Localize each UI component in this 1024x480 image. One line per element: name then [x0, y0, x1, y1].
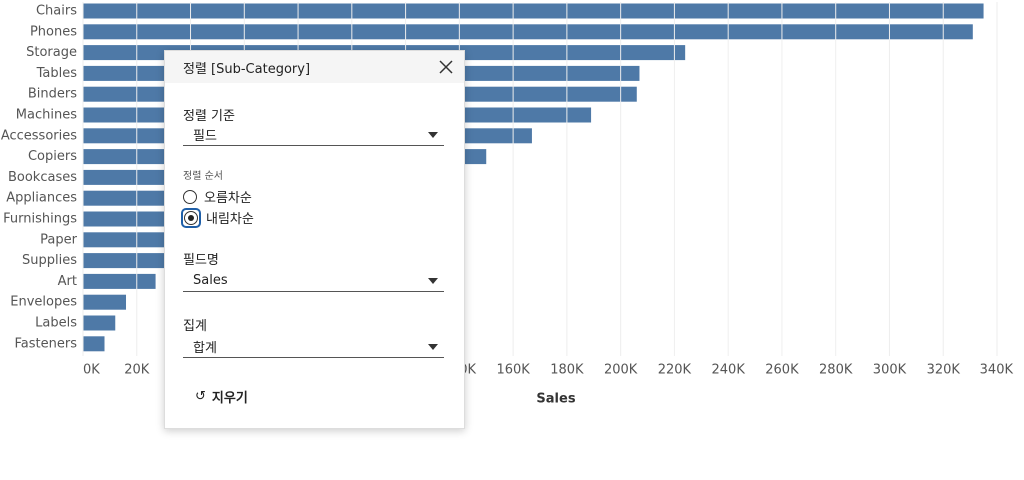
- bar: [83, 3, 984, 19]
- y-tick-label: Envelopes: [10, 295, 77, 310]
- x-tick-label: 300K: [873, 363, 907, 378]
- dialog-title: 정렬 [Sub-Category]: [183, 61, 311, 77]
- y-tick-label: Furnishings: [3, 212, 77, 227]
- y-tick-label: Fasteners: [15, 336, 78, 351]
- y-tick-label: Bookcases: [8, 170, 77, 185]
- clear-label: 지우기: [211, 391, 248, 406]
- x-tick-label: 320K: [927, 363, 961, 378]
- close-button[interactable]: [436, 57, 456, 77]
- x-tick-label: 240K: [712, 363, 746, 378]
- y-tick-label: Art: [58, 274, 77, 289]
- dialog-header: 정렬 [Sub-Category]: [165, 51, 464, 83]
- x-tick-label: 180K: [550, 363, 584, 378]
- y-tick-label: Labels: [35, 316, 77, 331]
- y-tick-label: Storage: [26, 45, 77, 60]
- bar: [83, 273, 156, 289]
- x-tick-label: 260K: [765, 363, 799, 378]
- order-label: 정렬 순서: [183, 171, 223, 182]
- bar: [83, 294, 127, 310]
- bar: [83, 336, 105, 352]
- radio-label: 내림차순: [206, 212, 254, 227]
- bar: [83, 315, 116, 331]
- agg-label: 집계: [183, 319, 207, 334]
- field-dropdown[interactable]: Sales: [183, 270, 444, 292]
- agg-dropdown[interactable]: 합계: [183, 336, 444, 358]
- y-tick-label: Tables: [36, 66, 78, 81]
- dropdown-value: 필드: [193, 129, 217, 144]
- sort-by-label: 정렬 기준: [183, 109, 235, 124]
- x-tick-label: 220K: [658, 363, 692, 378]
- radio-descending[interactable]: 내림차순: [181, 207, 254, 228]
- x-tick-label: 340K: [980, 363, 1014, 378]
- dropdown-value: 합계: [193, 341, 217, 356]
- x-tick-label: 20K: [124, 363, 150, 378]
- y-tick-label: Phones: [30, 24, 77, 39]
- sort-by-dropdown[interactable]: 필드: [183, 124, 444, 146]
- sort-dialog: 정렬 [Sub-Category] 정렬 기준 필드 정렬 순서 오름차순 내림…: [164, 50, 465, 429]
- dropdown-value: Sales: [193, 273, 228, 288]
- y-tick-label: Accessories: [1, 128, 77, 143]
- y-tick-label: Supplies: [22, 253, 77, 268]
- x-tick-label: 200K: [604, 363, 638, 378]
- x-tick-label: 280K: [819, 363, 853, 378]
- bar: [83, 24, 973, 40]
- y-tick-label: Appliances: [6, 191, 77, 206]
- radio-label: 오름차순: [204, 191, 252, 206]
- y-tick-label: Paper: [40, 232, 77, 247]
- y-tick-label: Binders: [28, 87, 77, 102]
- clear-button[interactable]: ↺ 지우기: [195, 389, 248, 406]
- x-axis-title: Sales: [536, 392, 575, 407]
- x-tick-label: 0K: [83, 363, 100, 378]
- field-label: 필드명: [183, 253, 219, 268]
- radio-ascending[interactable]: 오름차순: [183, 187, 252, 206]
- x-tick-label: 160K: [496, 363, 530, 378]
- y-tick-label: Chairs: [36, 4, 77, 19]
- y-tick-label: Copiers: [28, 149, 77, 164]
- y-tick-label: Machines: [16, 108, 77, 123]
